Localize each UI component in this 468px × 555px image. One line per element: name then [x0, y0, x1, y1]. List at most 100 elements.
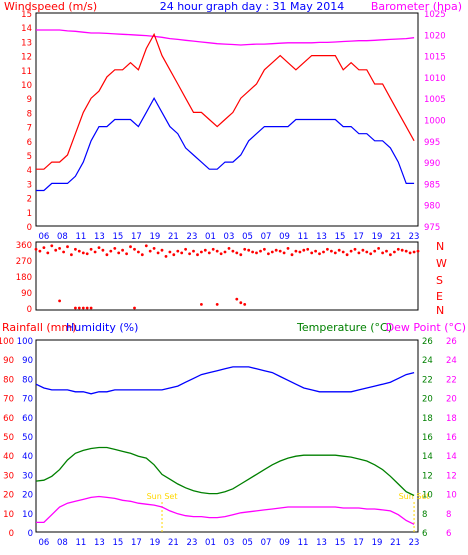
direction-point — [223, 250, 227, 254]
p1-xtick-19: 21 — [390, 232, 401, 242]
panel3-rain-label: Rainfall (mm) — [2, 321, 76, 334]
panel3-plot: Sun Set Sun Set01020304050607080901000102… — [0, 337, 457, 548]
p3-ytick-temp-7: 20 — [422, 395, 433, 405]
p3-ytick-temp-4: 14 — [422, 452, 433, 462]
p3-xtick-15: 13 — [316, 538, 327, 548]
p1-xtick-15: 13 — [316, 232, 327, 242]
p3-ytick-temp-9: 24 — [422, 356, 433, 366]
series-pressure-line — [36, 29, 415, 46]
p3-ytick-dew-0: 6 — [446, 529, 451, 539]
p3-ytick-rain-7: 70 — [3, 395, 14, 405]
p1-xtick-17: 17 — [353, 232, 364, 242]
direction-point — [81, 251, 85, 255]
p3-xtick-18: 19 — [372, 538, 383, 548]
direction-point — [133, 247, 136, 251]
direction-point — [349, 249, 353, 253]
p1-xtick-10: 03 — [224, 232, 235, 242]
direction-point — [326, 247, 329, 251]
p1-ytick-left-10: 10 — [21, 81, 32, 91]
direction-point — [148, 249, 152, 253]
panel3-dew-label: Dew Point (°C) — [386, 321, 466, 334]
p3-ytick-temp-5: 16 — [422, 433, 433, 443]
p3-ytick-dew-4: 14 — [446, 452, 457, 462]
p1-ytick-left-6: 6 — [27, 138, 32, 148]
p1-ytick-left-14: 14 — [21, 24, 32, 34]
direction-point — [270, 250, 274, 254]
direction-point — [416, 249, 420, 253]
direction-point — [101, 248, 105, 252]
p3-xtick-12: 07 — [261, 538, 272, 548]
p3-xtick-20: 23 — [409, 538, 420, 548]
p3-ytick-rain-5: 50 — [3, 433, 14, 443]
p1-ytick-left-3: 3 — [27, 180, 32, 190]
direction-point — [156, 251, 160, 255]
direction-point — [168, 250, 172, 254]
p1-ytick-left-7: 7 — [27, 124, 32, 134]
p3-ytick-temp-0: 6 — [422, 529, 427, 539]
p3-ytick-temp-6: 18 — [422, 414, 433, 424]
direction-point — [196, 253, 199, 257]
p3-ytick-dew-6: 18 — [446, 414, 457, 424]
panel3-temp-label: Temperature (°C) — [296, 321, 392, 334]
direction-point — [231, 249, 235, 253]
p3-xtick-16: 15 — [335, 538, 346, 548]
direction-point — [172, 253, 176, 257]
direction-point — [89, 247, 93, 251]
direction-point — [97, 246, 101, 250]
direction-point — [140, 253, 144, 257]
direction-point — [34, 247, 38, 251]
series-average-line — [36, 96, 415, 192]
p1-ytick-right-9: 1020 — [424, 31, 446, 41]
direction-point — [310, 251, 314, 255]
direction-point — [77, 249, 81, 253]
p3-xtick-1: 08 — [57, 538, 68, 548]
p3-xtick-19: 21 — [390, 538, 401, 548]
panel1-title: 24 hour graph day : 31 May 2014 — [160, 0, 345, 13]
p3-xtick-5: 17 — [131, 538, 142, 548]
p3-ytick-humidity-9: 90 — [22, 356, 33, 366]
p1-xtick-13: 09 — [279, 232, 290, 242]
direction-point — [274, 248, 278, 252]
direction-point — [144, 244, 148, 248]
direction-point — [314, 249, 317, 253]
direction-point — [290, 253, 294, 257]
p3-ytick-temp-10: 26 — [422, 337, 433, 347]
p3-ytick-humidity-4: 40 — [22, 452, 33, 462]
p2-ytick-4: 0 — [27, 305, 32, 315]
direction-point-low — [74, 306, 77, 310]
compass-label-n-top: N — [436, 240, 444, 253]
p3-ytick-humidity-5: 50 — [22, 433, 33, 443]
panel3-humidity-label: Humidity (%) — [66, 321, 138, 334]
series-temperature-line — [35, 446, 415, 497]
p3-ytick-rain-0: 0 — [9, 529, 14, 539]
p1-ytick-left-13: 13 — [21, 38, 32, 48]
p3-xtick-13: 09 — [279, 538, 290, 548]
p1-xtick-6: 19 — [150, 232, 161, 242]
p3-ytick-humidity-6: 60 — [22, 414, 33, 424]
direction-point — [54, 248, 58, 252]
p1-xtick-14: 11 — [298, 232, 309, 242]
direction-point — [341, 250, 345, 254]
direction-point — [365, 250, 369, 254]
p1-ytick-left-11: 11 — [21, 67, 32, 77]
direction-point — [211, 247, 215, 251]
direction-point — [42, 246, 46, 250]
direction-point — [357, 251, 361, 255]
direction-point — [109, 249, 113, 253]
direction-point — [93, 250, 97, 254]
p3-ytick-temp-1: 8 — [422, 510, 427, 520]
p1-xtick-16: 15 — [335, 232, 346, 242]
p3-xtick-2: 11 — [75, 538, 86, 548]
p1-ytick-right-6: 1005 — [424, 95, 446, 105]
direction-point — [192, 249, 195, 253]
direction-point — [74, 247, 77, 251]
p1-xtick-2: 11 — [75, 232, 86, 242]
p3-xtick-8: 23 — [187, 538, 198, 548]
p3-ytick-humidity-8: 80 — [22, 375, 33, 385]
direction-point — [105, 253, 109, 257]
panel2-frame — [35, 241, 419, 311]
p3-xtick-7: 21 — [168, 538, 179, 548]
p3-ytick-rain-3: 30 — [3, 471, 14, 481]
p3-xtick-17: 17 — [353, 538, 364, 548]
panel3-frame — [35, 339, 419, 533]
